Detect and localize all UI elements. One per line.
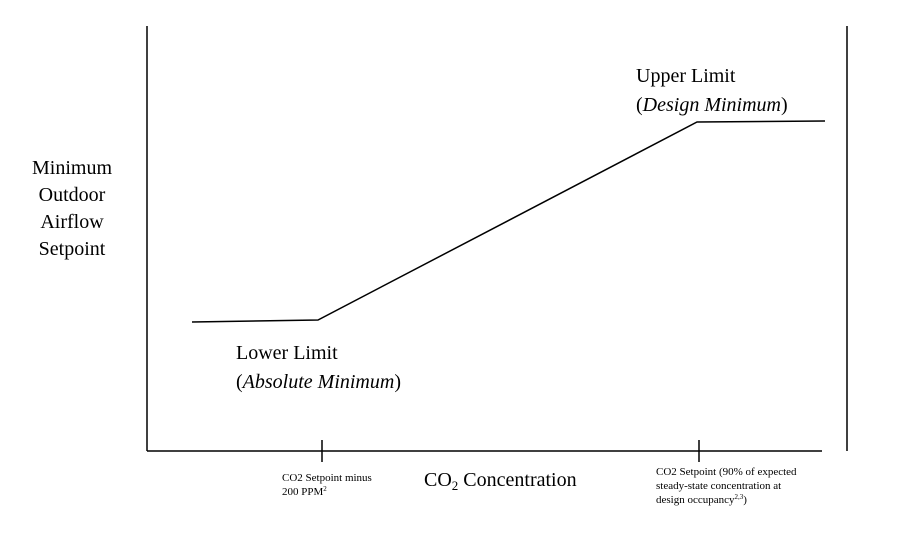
tick-left-line: 200 PPM2	[282, 484, 372, 500]
tick-left-text: 200 PPM	[282, 485, 324, 498]
upper-limit-subtitle: (Design Minimum)	[636, 91, 788, 120]
x-axis-title: CO2 Concentration	[424, 468, 577, 492]
lower-limit-label: Lower Limit (Absolute Minimum)	[236, 339, 401, 397]
upper-limit-emphasis: Design Minimum	[642, 94, 781, 116]
tick-left-line: CO2 Setpoint minus	[282, 472, 372, 484]
paren-open: (	[636, 94, 643, 116]
x-title-subscript: 2	[451, 478, 459, 493]
tick-right-line: steady-state concentration at	[656, 479, 782, 492]
lower-limit-subtitle: (Absolute Minimum)	[236, 368, 401, 397]
tick-right-line: design occupancy2,3)	[656, 492, 797, 508]
y-label-line: Outdoor	[38, 184, 106, 206]
y-label-line: Airflow	[40, 211, 104, 233]
paren-close: )	[781, 94, 788, 116]
tick-label-setpoint-minus-200: CO2 Setpoint minus 200 PPM2	[282, 472, 372, 500]
y-label-line: Minimum	[31, 157, 112, 179]
x-title-prefix: CO	[424, 469, 452, 491]
tick-right-text: design occupancy	[656, 493, 735, 506]
paren-close: )	[743, 493, 747, 506]
tick-right-footnote: 2,3	[734, 492, 744, 501]
paren-open: (	[236, 371, 243, 393]
x-title-suffix: Concentration	[458, 469, 577, 491]
paren-close: )	[394, 371, 401, 393]
lower-limit-title: Lower Limit	[236, 342, 338, 364]
setpoint-curve	[191, 120, 826, 323]
y-axis-label: Minimum Outdoor Airflow Setpoint	[20, 155, 124, 263]
tick-left-footnote: 2	[323, 484, 327, 493]
tick-label-setpoint: CO2 Setpoint (90% of expected steady-sta…	[656, 466, 797, 507]
y-label-line: Setpoint	[38, 238, 106, 260]
upper-limit-label: Upper Limit (Design Minimum)	[636, 62, 788, 120]
tick-right-line: CO2 Setpoint (90% of expected	[656, 466, 797, 478]
upper-limit-title: Upper Limit	[636, 65, 736, 87]
lower-limit-emphasis: Absolute Minimum	[242, 371, 395, 393]
